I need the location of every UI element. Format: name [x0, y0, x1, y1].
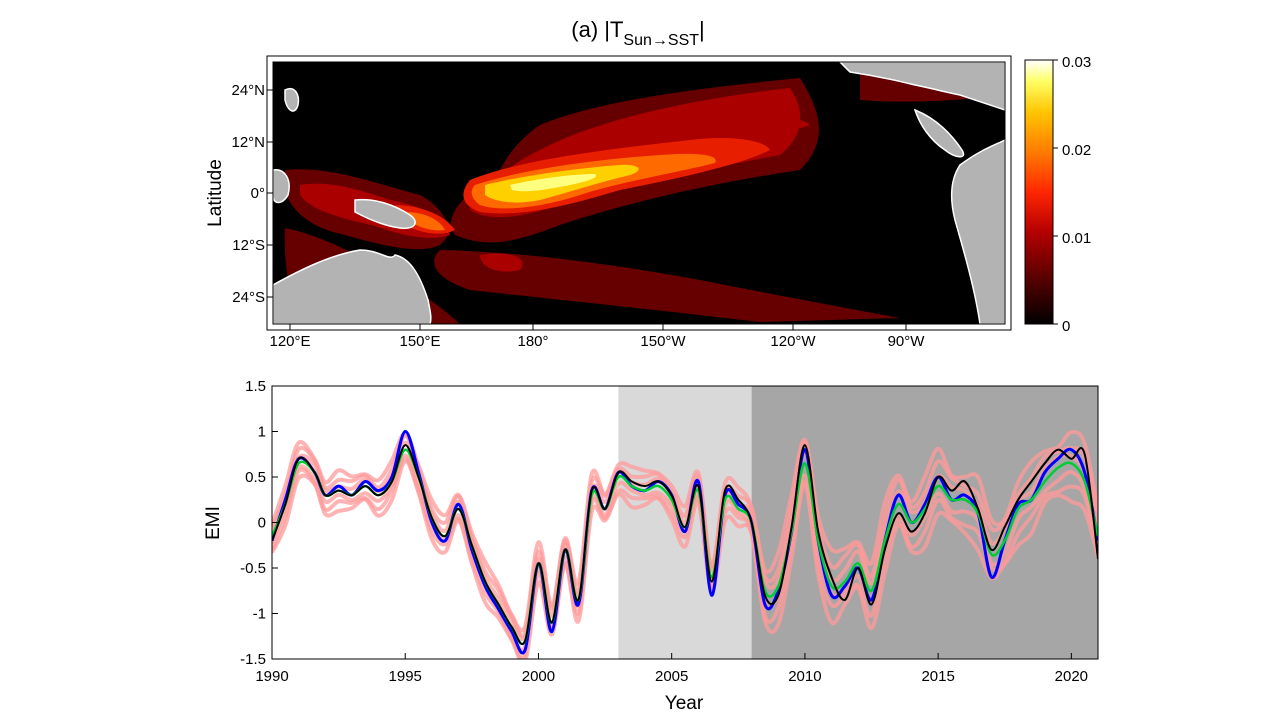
contour-level-1 [434, 250, 900, 322]
map-y-tick-label: 24°N [231, 82, 265, 99]
y-tick-label: -0.5 [240, 560, 266, 577]
y-tick-label: -1 [253, 606, 266, 623]
map-y-tick-label: 0° [251, 185, 265, 202]
x-tick-label: 2020 [1055, 668, 1088, 685]
contour-level-2 [480, 253, 523, 272]
map-title-end: | [699, 17, 705, 42]
x-ticks: 1990 1995 2000 2005 2010 2015 2020 [255, 653, 1088, 685]
land-new-guinea [354, 198, 416, 230]
y-tick-label: 0.5 [245, 469, 266, 486]
map-x-tick-label: 150°W [640, 333, 686, 350]
series-line-black [272, 444, 1098, 645]
land-masses [273, 62, 1005, 324]
map-y-tick-label: 24°S [232, 289, 265, 306]
map-title: (a) |TSun→SST| [571, 17, 704, 49]
x-tick-label: 1995 [389, 668, 422, 685]
x-tick-label: 2015 [921, 668, 954, 685]
map-x-tick-label: 90°W [888, 333, 926, 350]
land-north-america [838, 62, 1005, 111]
y-ticks: 1.5 1 0.5 0 -0.5 -1 -1.5 [240, 378, 278, 668]
land-philippines [284, 88, 300, 112]
shaded-period [751, 386, 1098, 659]
map-title-subscript: Sun→SST [623, 32, 699, 49]
land-borneo [273, 169, 290, 204]
colorbar-ticks: 0 0.01 0.02 0.03 [1053, 54, 1091, 335]
y-axis-label: EMI [203, 506, 224, 540]
y-tick-label: 1.5 [245, 378, 266, 395]
map-x-ticks: 120°E 150°E 180° 150°W 120°W 90°W [269, 324, 925, 350]
map-y-ticks: 24°N 12°N 0° 12°S 24°S [231, 82, 273, 306]
series-line-blue [272, 429, 1098, 655]
land-south-america [950, 139, 1005, 324]
map-x-tick-label: 150°E [399, 333, 440, 350]
colorbar-tick-label: 0.03 [1062, 54, 1091, 71]
map-x-tick-label: 180° [517, 333, 548, 350]
map-x-tick-label: 120°W [770, 333, 816, 350]
x-tick-label: 2010 [788, 668, 821, 685]
x-tick-label: 1990 [255, 668, 288, 685]
map-title-main: (a) |T [571, 17, 623, 42]
colorbar-tick-label: 0 [1062, 318, 1070, 335]
x-tick-label: 2005 [655, 668, 688, 685]
colorbar [1024, 59, 1054, 325]
colorbar-tick-label: 0.01 [1062, 230, 1091, 247]
map-y-tick-label: 12°N [231, 134, 265, 151]
y-tick-label: -1.5 [240, 651, 266, 668]
x-axis-label: Year [665, 693, 704, 714]
map-x-tick-label: 120°E [269, 333, 310, 350]
land-australia [273, 249, 432, 324]
x-tick-label: 2000 [522, 668, 555, 685]
contour-level-2 [720, 116, 810, 133]
land-central-america [913, 108, 965, 158]
contour-level-4 [405, 212, 445, 231]
y-tick-label: 0 [258, 515, 266, 532]
map-y-axis-label: Latitude [205, 159, 226, 227]
map-y-tick-label: 12°S [232, 237, 265, 254]
heatmap-map [273, 62, 1005, 324]
contour-level-6 [510, 174, 596, 192]
y-tick-label: 1 [258, 424, 266, 441]
colorbar-tick-label: 0.02 [1062, 142, 1091, 159]
series-lines [272, 429, 1098, 655]
